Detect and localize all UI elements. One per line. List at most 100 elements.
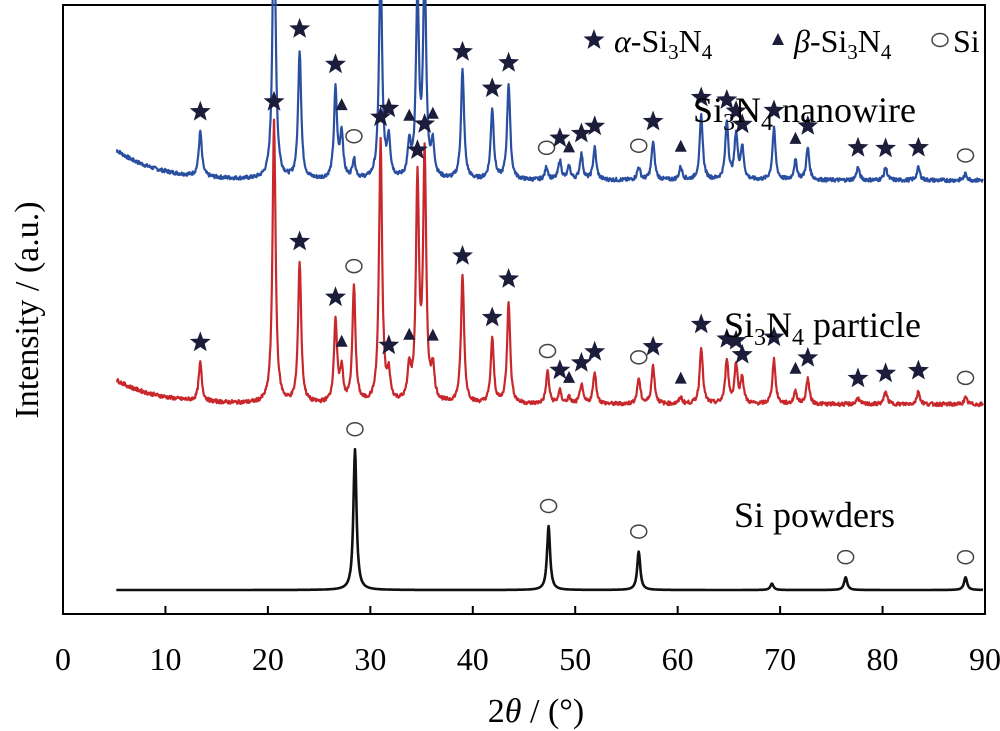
- alpha-si3n4-star-marker: [549, 359, 571, 380]
- alpha-si3n4-star-marker: [407, 139, 428, 159]
- alpha-si3n4-star-marker: [378, 97, 400, 118]
- alpha-si3n4-star-marker: [584, 340, 606, 361]
- alpha-si3n4-star-marker: [797, 346, 819, 367]
- legend-label-part: Si: [953, 23, 980, 59]
- alpha-si3n4-star-marker: [325, 53, 346, 74]
- si-circle-marker: [956, 549, 975, 565]
- series-line: [115, 447, 984, 592]
- alpha-si3n4-star-marker: [642, 110, 664, 131]
- legend-item-label: Si: [953, 23, 980, 59]
- alpha-si3n4-star-marker: [690, 86, 712, 107]
- x-tick-label: 20: [252, 641, 284, 677]
- si-circle-marker: [345, 128, 363, 144]
- beta-si3n4-triangle-marker: [789, 131, 802, 144]
- series-label-subscript: 4: [792, 325, 804, 351]
- x-axis: 0 10 20 30 40 50 60 70 80 90: [55, 606, 1000, 677]
- si-circle-marker: [956, 370, 975, 386]
- series-label: Si3N4 particle: [724, 305, 921, 351]
- beta-si3n4-triangle-marker: [674, 139, 687, 152]
- alpha-si3n4-star-marker: [378, 334, 400, 355]
- plot-series: [115, 0, 985, 592]
- x-tick-label: 10: [149, 641, 181, 677]
- x-tick-label: 40: [457, 641, 489, 677]
- alpha-si3n4-star-marker: [584, 115, 606, 136]
- beta-si3n4-triangle-marker: [335, 334, 348, 347]
- plot-frame: [62, 4, 986, 615]
- x-axis-label-suffix: / (°): [522, 693, 585, 730]
- x-axis-label: 2θ / (°): [488, 693, 584, 730]
- legend-label-part: 3: [668, 40, 679, 64]
- beta-si3n4-triangle-marker: [335, 98, 348, 111]
- alpha-si3n4-star-marker: [875, 137, 897, 158]
- beta-si3n4-triangle-marker: [674, 371, 687, 384]
- x-tick-label: 70: [764, 641, 796, 677]
- alpha-si3n4-star-marker: [725, 100, 747, 120]
- series-label-subscript: 3: [723, 110, 735, 136]
- x-tick-label: 50: [559, 641, 591, 677]
- x-tick-label: 80: [867, 641, 899, 677]
- si-circle-marker: [538, 343, 557, 359]
- legend-label-part: N: [679, 23, 702, 59]
- series-line: [115, 118, 985, 408]
- beta-si3n4-triangle-marker: [563, 140, 576, 153]
- x-tick-label: 0: [55, 641, 71, 677]
- alpha-si3n4-star-marker: [452, 40, 473, 61]
- alpha-si3n4-star-marker: [289, 230, 311, 251]
- peak-markers: [189, 17, 975, 565]
- alpha-si3n4-star-marker: [289, 17, 311, 38]
- legend-label-part: -Si: [631, 23, 668, 59]
- beta-si3n4-triangle-marker: [426, 106, 439, 119]
- alpha-si3n4-star-marker: [875, 362, 897, 383]
- alpha-si3n4-star-marker: [763, 326, 785, 347]
- alpha-si3n4-star-marker: [452, 244, 473, 265]
- x-tick-label: 90: [969, 641, 1000, 677]
- alpha-si3n4-star-marker: [642, 335, 664, 356]
- alpha-si3n4-star-marker: [725, 329, 747, 350]
- series-label-part: N: [766, 305, 792, 345]
- series-label: Si3N4 nanowire: [693, 90, 916, 136]
- alpha-si3n4-star-marker: [847, 136, 869, 157]
- x-tick-label: 30: [354, 641, 386, 677]
- alpha-si3n4-star-marker: [481, 306, 503, 327]
- alpha-si3n4-star-marker: [847, 367, 869, 388]
- alpha-si3n4-star-marker: [907, 359, 929, 380]
- alpha-si3n4-star-marker: [370, 106, 391, 127]
- series-label-subscript: 4: [761, 110, 773, 136]
- alpha-si3n4-star-marker: [325, 286, 346, 307]
- alpha-si3n4-star-marker: [731, 343, 753, 364]
- series-label-part: particle: [804, 305, 921, 345]
- alpha-si3n4-star-marker: [583, 29, 605, 49]
- legend-label-part: 4: [702, 40, 713, 64]
- series-label-part: Si: [724, 305, 754, 345]
- alpha-si3n4-star-marker: [189, 331, 211, 352]
- beta-si3n4-triangle-marker: [563, 370, 576, 383]
- si-circle-marker: [345, 258, 363, 274]
- beta-si3n4-triangle-marker: [403, 327, 416, 340]
- series-label-part: N: [735, 90, 761, 130]
- alpha-si3n4-star-marker: [189, 100, 211, 121]
- si-circle-marker: [836, 549, 855, 565]
- beta-si3n4-triangle-marker: [403, 108, 416, 121]
- series-label-part: Si powders: [734, 495, 895, 535]
- alpha-si3n4-star-marker: [481, 77, 503, 98]
- alpha-si3n4-star-marker: [263, 90, 285, 111]
- si-circle-marker: [629, 524, 648, 539]
- beta-si3n4-triangle-marker: [789, 361, 802, 374]
- alpha-si3n4-star-marker: [414, 113, 436, 133]
- x-axis-label-prefix: 2: [488, 693, 505, 730]
- si-circle-marker: [956, 148, 975, 163]
- si-circle-marker: [931, 32, 949, 48]
- beta-si3n4-triangle-marker: [772, 33, 784, 45]
- si-circle-marker: [346, 421, 364, 437]
- si-circle-marker: [539, 498, 558, 514]
- series-label-part: Si: [693, 90, 723, 130]
- alpha-si3n4-star-marker: [716, 89, 738, 109]
- x-axis-label-theta: θ: [505, 693, 522, 730]
- alpha-si3n4-star-marker: [690, 313, 712, 334]
- legend-item-label: α-Si3N4: [614, 23, 713, 64]
- series-label-part: nanowire: [773, 90, 916, 130]
- alpha-si3n4-star-marker: [797, 114, 819, 135]
- alpha-si3n4-star-marker: [549, 127, 571, 148]
- alpha-si3n4-star-marker: [498, 51, 520, 72]
